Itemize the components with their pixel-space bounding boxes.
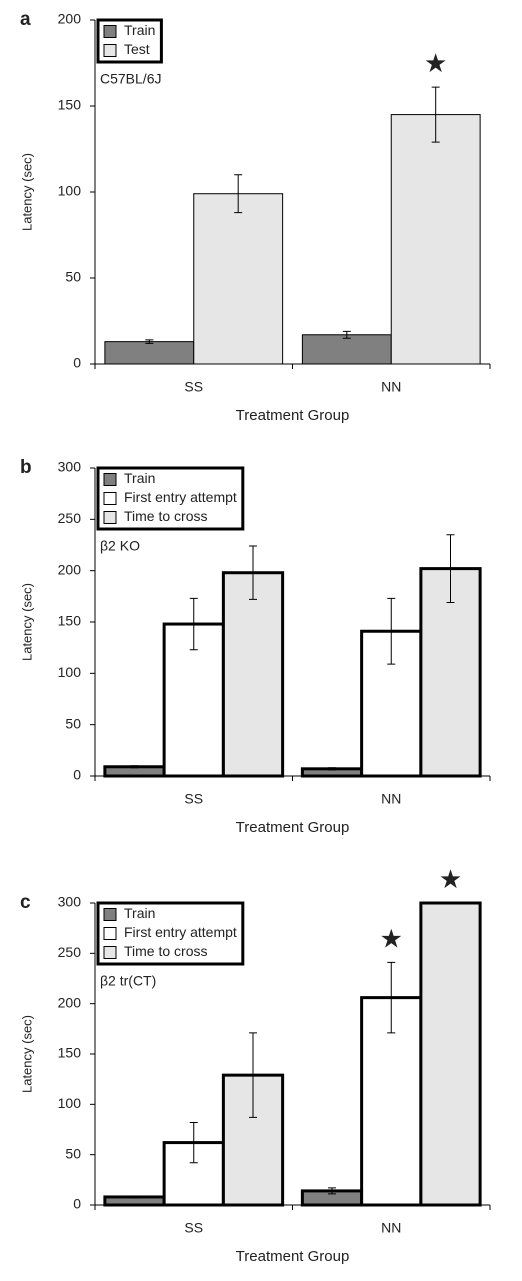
x-axis-label: Treatment Group	[236, 1248, 350, 1265]
panel: a 0 50 100 150 200 SS NN ★ Latency (sec) Treatment…	[19, 9, 491, 424]
legend-label: Time to cross	[124, 943, 208, 959]
legend-label: Train	[124, 905, 155, 921]
y-axis-label: Latency (sec)	[19, 153, 34, 231]
error-bar	[387, 597, 396, 665]
legend-swatch	[103, 927, 117, 940]
x-tick-label: SS	[184, 791, 203, 807]
error-bar	[446, 534, 455, 603]
y-axis-label: Latency (sec)	[19, 1015, 34, 1093]
significance-star: ★	[424, 48, 447, 78]
error-bar	[249, 1032, 257, 1118]
legend-swatch	[103, 946, 117, 959]
legend-swatch	[103, 473, 117, 486]
error-bar	[130, 765, 139, 769]
bar	[193, 193, 284, 365]
y-tick-label: 100	[58, 664, 82, 680]
panel-label: a	[20, 9, 31, 30]
error-bar	[130, 1195, 139, 1199]
significance-star: ★	[439, 864, 462, 894]
y-tick-label: 150	[58, 97, 82, 113]
y-tick-label: 150	[58, 1045, 82, 1061]
y-tick-label: 50	[65, 715, 81, 731]
legend-swatch	[103, 44, 117, 57]
y-tick-label: 0	[73, 1196, 81, 1212]
y-tick-label: 300	[58, 459, 82, 475]
x-tick-label: SS	[184, 1220, 203, 1236]
error-bar	[249, 545, 257, 600]
strain-label: C57BL/6J	[100, 71, 161, 87]
y-tick-label: 200	[58, 994, 82, 1010]
y-tick-label: 250	[58, 944, 82, 960]
error-bar	[234, 174, 243, 214]
bar	[390, 114, 481, 365]
significance-star: ★	[380, 923, 403, 953]
x-tick-label: NN	[381, 379, 401, 395]
legend-swatch	[103, 492, 117, 505]
y-tick-label: 200	[58, 11, 82, 27]
y-tick-label: 100	[58, 183, 82, 199]
bar	[104, 341, 195, 365]
bar	[301, 334, 392, 365]
x-axis-label: Treatment Group	[236, 407, 350, 424]
legend-label: Time to cross	[124, 508, 208, 524]
x-tick-label: NN	[381, 791, 401, 807]
legend-swatch	[103, 511, 117, 524]
x-tick-label: NN	[381, 1220, 401, 1236]
panel-label: c	[20, 892, 31, 913]
error-bar	[189, 1121, 198, 1164]
error-bar	[342, 330, 351, 339]
y-tick-label: 50	[65, 269, 81, 285]
y-tick-label: 100	[58, 1095, 82, 1111]
legend-label: Train	[124, 470, 155, 486]
y-tick-label: 0	[73, 355, 81, 371]
legend-label: Test	[124, 41, 150, 57]
bar	[419, 567, 482, 778]
legend-swatch	[103, 25, 117, 38]
y-tick-label: 200	[58, 561, 82, 577]
y-tick-label: 250	[58, 510, 82, 526]
x-tick-label: SS	[184, 379, 203, 395]
legend-box	[96, 466, 245, 531]
bar	[419, 901, 482, 1207]
strain-label: β2 tr(CT)	[100, 973, 156, 989]
error-bar	[431, 86, 440, 143]
legend-label: First entry attempt	[124, 489, 237, 505]
legend-swatch	[103, 908, 117, 921]
y-axis-label: Latency (sec)	[19, 583, 34, 661]
error-bar	[328, 1187, 336, 1195]
error-bar	[387, 961, 396, 1034]
y-tick-label: 0	[73, 767, 81, 783]
bar	[221, 571, 285, 778]
y-tick-label: 50	[65, 1145, 81, 1161]
panel: c 0 50 100 150 200 250 300 SS NN ★ ★ Latency (sec) Tr…	[19, 864, 491, 1265]
error-bar	[328, 767, 336, 771]
error-bar	[189, 597, 198, 651]
legend-label: Train	[124, 22, 155, 38]
panel-label: b	[20, 457, 32, 478]
panel: b 0 50 100 150 200 250 300 SS NN Latency (sec) Trea…	[19, 457, 491, 836]
y-tick-label: 150	[58, 613, 82, 629]
y-tick-label: 300	[58, 894, 82, 910]
error-bar	[145, 339, 154, 344]
strain-label: β2 KO	[100, 538, 140, 554]
legend-box	[96, 901, 245, 966]
x-axis-label: Treatment Group	[236, 819, 350, 836]
legend-label: First entry attempt	[124, 924, 237, 940]
